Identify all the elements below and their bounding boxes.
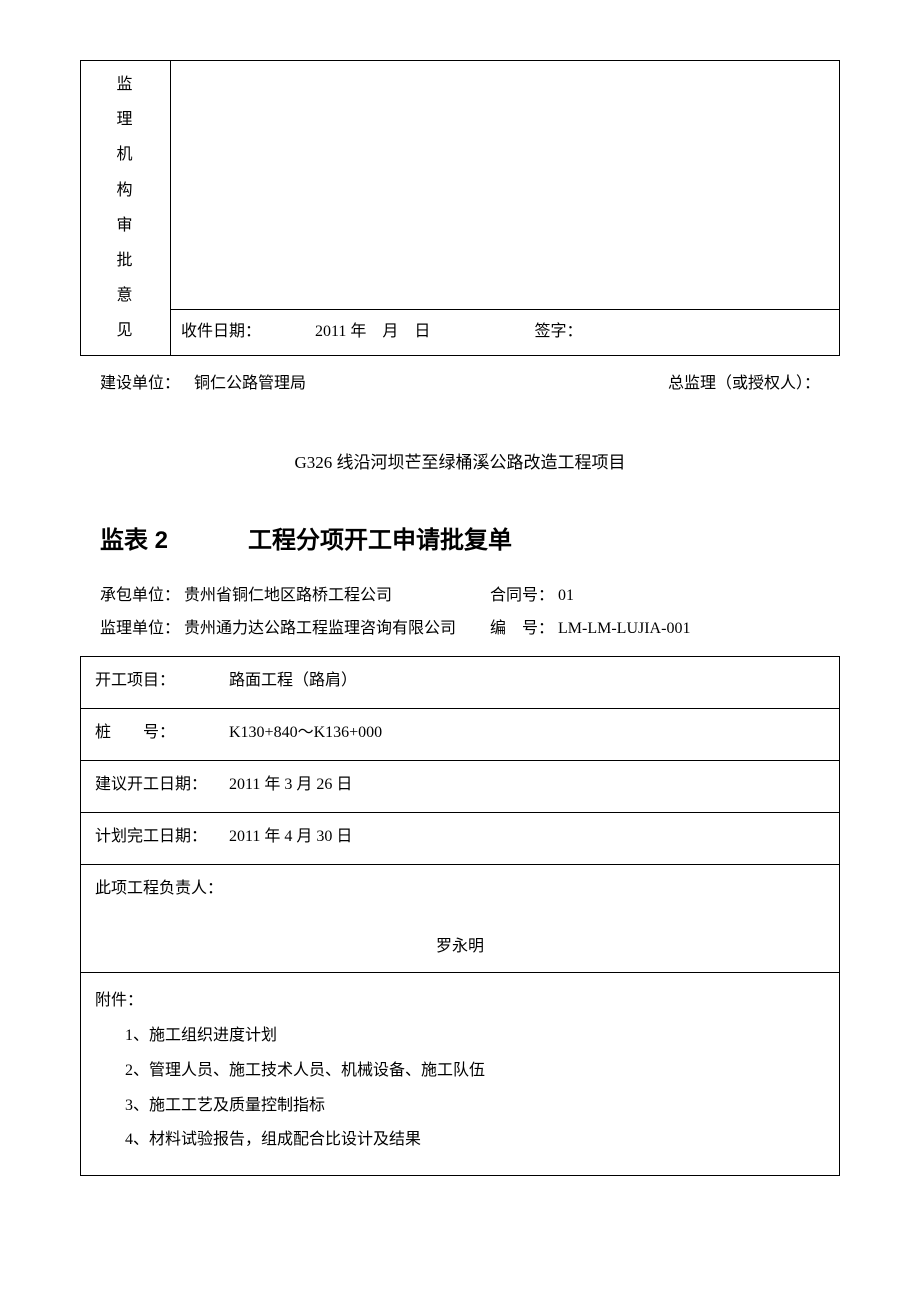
main-form-table: 开工项目： 路面工程（路肩） 桩 号： K130+840～K136+000 建议… — [80, 656, 840, 1177]
attachments-list: 1、施工组织进度计划 2、管理人员、施工技术人员、机械设备、施工队伍 3、施工工… — [95, 1022, 825, 1155]
under-line-row: 建设单位： 铜仁公路管理局 总监理（或授权人）： — [80, 364, 840, 429]
contract-no-label: 合同号： — [490, 587, 554, 604]
supervision-label: 监理单位： — [100, 620, 180, 637]
form-number: 监表 2 — [100, 519, 168, 562]
attachment-item-3: 4、材料试验报告，组成配合比设计及结果 — [125, 1126, 825, 1155]
form-title: 工程分项开工申请批复单 — [248, 519, 512, 562]
stake-label: 桩 号： — [95, 719, 225, 748]
contract-no-value: 01 — [558, 587, 574, 604]
supervision-value: 贵州通力达公路工程监理咨询有限公司 — [184, 620, 456, 637]
contractor-label: 承包单位： — [100, 587, 180, 604]
v-char-3: 构 — [91, 173, 160, 208]
v-char-4: 审 — [91, 208, 160, 243]
sign-label: 签字： — [534, 323, 582, 340]
v-char-1: 理 — [91, 102, 160, 137]
attachment-item-1: 2、管理人员、施工技术人员、机械设备、施工队伍 — [125, 1057, 825, 1086]
approval-blank-area — [171, 61, 840, 310]
attachment-item-2: 3、施工工艺及质量控制指标 — [125, 1092, 825, 1121]
plan-date-value: 2011 年 4 月 30 日 — [229, 828, 352, 845]
code-label: 编 号： — [490, 620, 554, 637]
form-header: 监表 2 工程分项开工申请批复单 — [100, 519, 840, 562]
suggested-date-cell: 建议开工日期： 2011 年 3 月 26 日 — [81, 760, 840, 812]
start-project-cell: 开工项目： 路面工程（路肩） — [81, 656, 840, 708]
receipt-cell: 收件日期： 2011 年 月 日 签字： — [171, 310, 840, 355]
info-line-1: 承包单位： 贵州省铜仁地区路桥工程公司 合同号： 01 — [80, 580, 840, 613]
start-project-label: 开工项目： — [95, 667, 225, 696]
build-unit: 建设单位： 铜仁公路管理局 — [100, 370, 306, 399]
attachment-item-0: 1、施工组织进度计划 — [125, 1022, 825, 1051]
stake-cell: 桩 号： K130+840～K136+000 — [81, 708, 840, 760]
v-char-7: 见 — [91, 313, 160, 348]
approval-table: 监 理 机 构 审 批 意 见 收件日期： 2011 年 月 日 签字： — [80, 60, 840, 356]
start-project-value: 路面工程（路肩） — [229, 672, 357, 689]
v-char-2: 机 — [91, 137, 160, 172]
supervisor-label: 总监理（或授权人）： — [668, 370, 820, 399]
v-char-0: 监 — [91, 67, 160, 102]
contractor-value: 贵州省铜仁地区路桥工程公司 — [184, 587, 392, 604]
info-line-2: 监理单位： 贵州通力达公路工程监理咨询有限公司 编 号： LM-LM-LUJIA… — [80, 613, 840, 646]
receipt-date-label: 收件日期： — [181, 323, 261, 340]
attachments-cell: 附件： 1、施工组织进度计划 2、管理人员、施工技术人员、机械设备、施工队伍 3… — [81, 973, 840, 1176]
project-title: G326 线沿河坝芒至绿桶溪公路改造工程项目 — [80, 448, 840, 479]
responsible-cell: 此项工程负责人： 罗永明 — [81, 864, 840, 973]
suggested-date-label: 建议开工日期： — [95, 771, 225, 800]
v-char-6: 意 — [91, 278, 160, 313]
receipt-date-value: 2011 年 月 日 — [315, 323, 430, 340]
suggested-date-value: 2011 年 3 月 26 日 — [229, 776, 352, 793]
plan-date-label: 计划完工日期： — [95, 823, 225, 852]
v-char-5: 批 — [91, 243, 160, 278]
stake-value: K130+840～K136+000 — [229, 724, 382, 741]
build-unit-label: 建设单位： — [100, 375, 180, 392]
attachments-title: 附件： — [95, 987, 825, 1016]
build-unit-value: 铜仁公路管理局 — [194, 375, 306, 392]
plan-date-cell: 计划完工日期： 2011 年 4 月 30 日 — [81, 812, 840, 864]
code-value: LM-LM-LUJIA-001 — [558, 620, 690, 637]
responsible-label: 此项工程负责人： — [95, 875, 825, 904]
vertical-label-cell: 监 理 机 构 审 批 意 见 — [81, 61, 171, 356]
responsible-name: 罗永明 — [95, 933, 825, 962]
